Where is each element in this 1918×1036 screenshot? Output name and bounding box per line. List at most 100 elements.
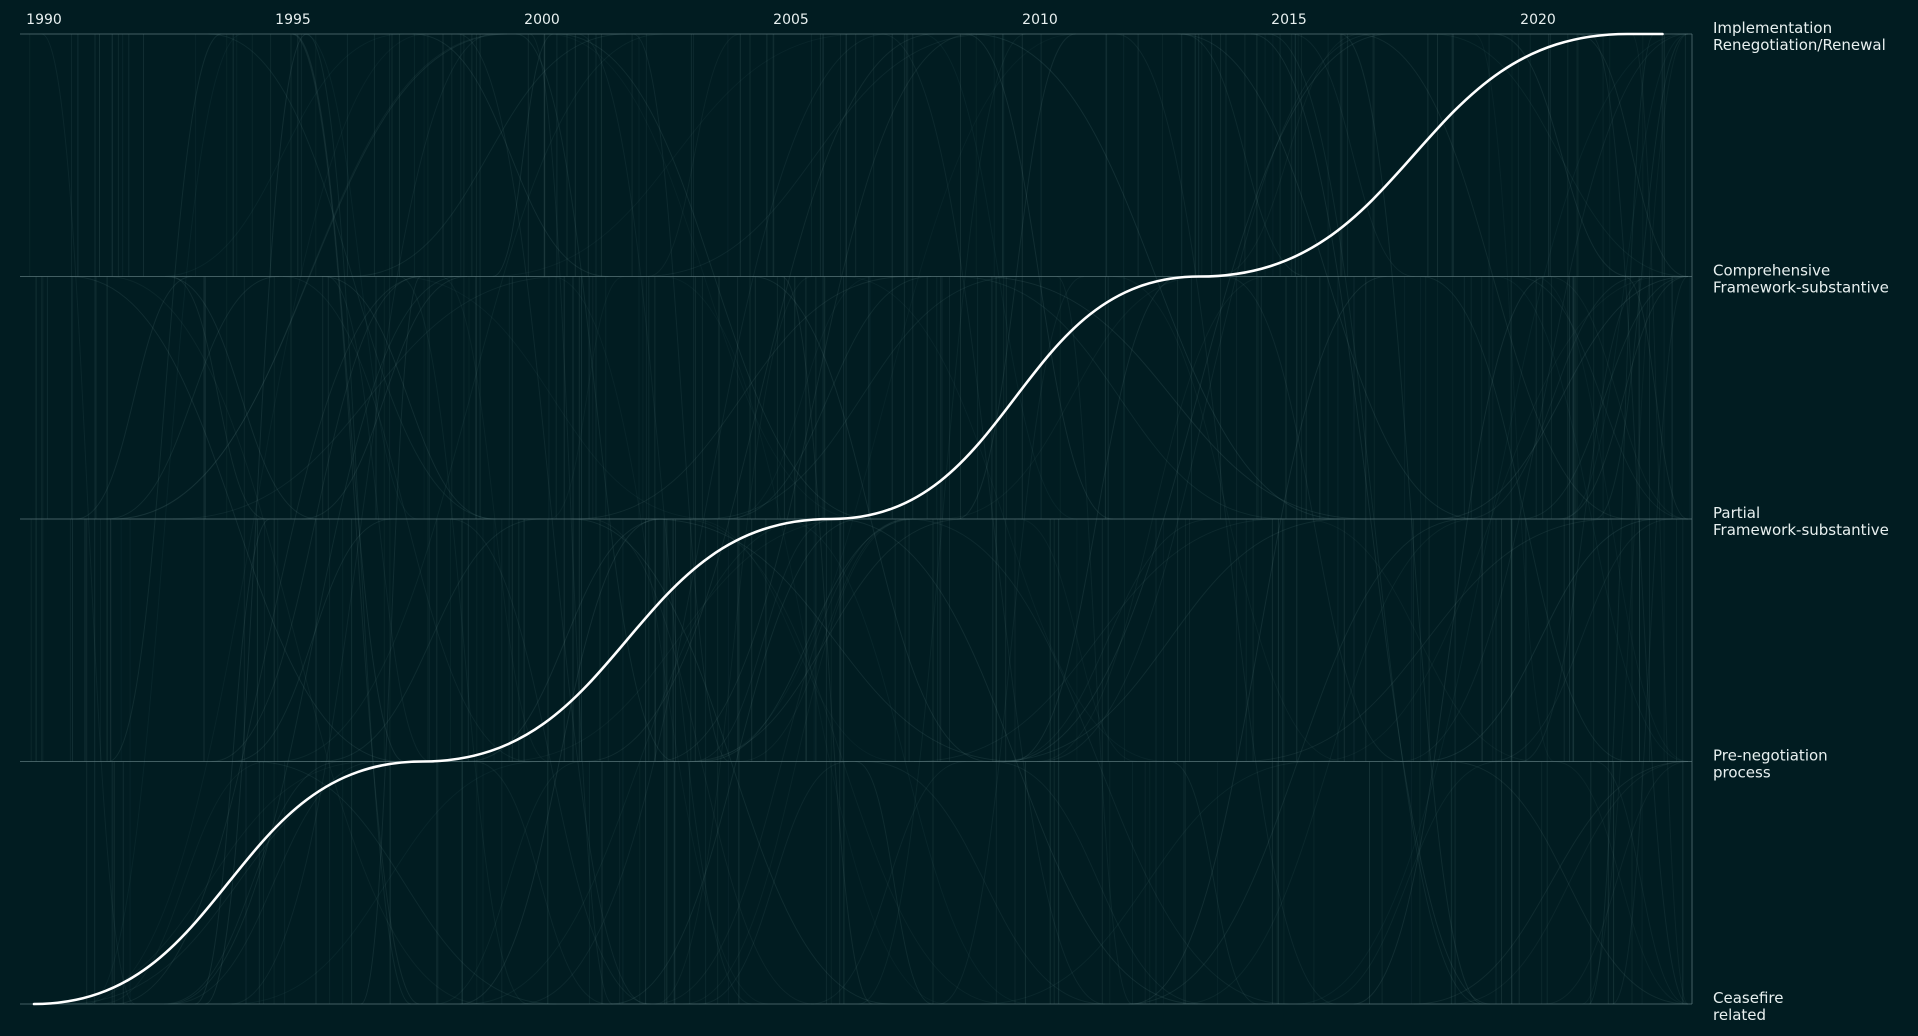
background-transition-curve: [1434, 276, 1689, 520]
x-axis: 1990 1995 2000 2005 2010 2015 2020: [26, 12, 1556, 28]
background-transition-curve: [169, 761, 379, 1005]
background-transition-curve: [434, 761, 582, 1005]
background-transition-curve: [655, 276, 813, 1005]
x-tick-label: 2000: [524, 12, 560, 28]
background-transition-curve: [738, 518, 909, 762]
background-transition-curve: [650, 518, 1019, 762]
background-transition-curve: [1017, 518, 1137, 762]
background-transition-curve: [954, 276, 1286, 520]
stage-label-line: Implementation: [1713, 19, 1832, 37]
background-transition-curve: [584, 33, 935, 762]
background-transition-curve: [913, 518, 1279, 762]
stage-gridlines: [20, 33, 1693, 1005]
background-transition-curve: [729, 276, 875, 520]
background-transition-curve: [633, 33, 730, 762]
stage-label-line: Framework-substantive: [1713, 521, 1889, 539]
background-transition-curve: [1353, 276, 1549, 1005]
background-transition-curve: [515, 33, 676, 762]
background-transition-curve: [1431, 33, 1689, 277]
background-transition-curve: [1624, 276, 1689, 520]
background-transition-curve: [1056, 276, 1133, 1005]
background-transition-curve: [647, 33, 741, 277]
background-transition-curve: [1489, 518, 1673, 762]
background-transition-curve: [173, 276, 565, 520]
background-transition-curve: [170, 276, 267, 520]
background-transition-curve: [501, 518, 854, 762]
stage-label: Partial Framework-substantive: [1713, 504, 1889, 539]
background-transition-curve: [301, 276, 468, 520]
background-transition-curve: [938, 276, 1204, 520]
x-tick-label: 2010: [1022, 12, 1058, 28]
x-tick-label: 1990: [26, 12, 62, 28]
stage-label-line: Partial: [1713, 504, 1760, 522]
background-transition-curve: [320, 518, 541, 762]
background-transition-curve: [1291, 33, 1415, 277]
background-transition-curve: [1399, 33, 1689, 762]
background-transition-curve: [398, 276, 529, 1005]
stage-label-line: related: [1713, 1006, 1766, 1024]
background-transition-curve: [1239, 518, 1614, 762]
background-transition-curve: [992, 761, 1206, 1005]
background-transition-curve: [1003, 33, 1391, 762]
background-transition-curve: [1448, 761, 1689, 1005]
x-tick-label: 2020: [1520, 12, 1556, 28]
background-transition-curve: [1131, 276, 1387, 1005]
stage-label-line: Pre-negotiation: [1713, 747, 1828, 765]
background-transition-curve: [321, 276, 494, 520]
background-transition-curve: [686, 518, 966, 762]
background-transition-curve: [1181, 33, 1308, 277]
background-transition-curve: [1554, 761, 1689, 1005]
background-transition-curve: [1413, 761, 1689, 1005]
background-transition-curve: [1421, 518, 1659, 762]
stage-label: Comprehensive Framework-substantive: [1713, 262, 1889, 297]
background-transition-curve: [466, 518, 665, 762]
background-transition-curve: [1576, 33, 1689, 277]
background-transition-curve: [855, 761, 933, 1005]
background-transition-curve: [1544, 761, 1689, 1005]
background-transition-curve: [160, 33, 405, 277]
background-transition-curve: [251, 761, 557, 1005]
background-transition-curve: [163, 761, 342, 1005]
background-transition-curve: [1300, 518, 1539, 762]
background-transition-curve: [292, 33, 405, 762]
background-transition-curve: [640, 33, 991, 277]
background-transition-curve: [977, 276, 1368, 520]
background-transition-curve: [276, 33, 663, 762]
background-transition-curve: [994, 518, 1344, 762]
background-transition-curve: [473, 761, 609, 1005]
background-transition-curve: [108, 33, 222, 762]
x-tick-label: 1995: [275, 12, 311, 28]
x-tick-label: 2005: [773, 12, 809, 28]
background-transition-curve: [1514, 276, 1689, 520]
background-transition-curve: [1493, 33, 1630, 277]
stage-label-line: process: [1713, 764, 1771, 782]
background-transition-curve: [1612, 276, 1689, 1005]
background-transition-curve: [113, 276, 424, 1005]
background-transition-curve: [656, 33, 973, 762]
stage-label: Ceasefire related: [1713, 989, 1783, 1024]
background-transition-curve: [1450, 761, 1689, 1005]
background-transition-curve: [167, 276, 459, 1005]
background-agreement-lines: [29, 33, 1691, 1005]
stage-label-line: Framework-substantive: [1713, 279, 1889, 297]
background-transition-curve: [981, 761, 1314, 1005]
background-transition-curve: [724, 276, 932, 520]
stage-label-line: Comprehensive: [1713, 262, 1830, 280]
background-transition-curve: [1465, 276, 1642, 520]
background-transition-curve: [551, 276, 769, 1005]
stage-label-line: Renegotiation/Renewal: [1713, 36, 1886, 54]
background-transition-curve: [689, 518, 899, 762]
background-transition-curve: [488, 33, 862, 277]
background-transition-curve: [692, 518, 835, 762]
stage-labels: Ceasefire related Pre-negotiation process Pa…: [1713, 19, 1889, 1024]
stage-label: Implementation Renegotiation/Renewal: [1713, 19, 1886, 54]
background-transition-curve: [231, 761, 542, 1005]
background-transition-curve: [1558, 276, 1689, 520]
background-transition-curve: [106, 276, 485, 1005]
background-transition-curve: [662, 276, 948, 1005]
x-tick-label: 2015: [1271, 12, 1307, 28]
background-transition-curve: [864, 761, 1106, 1005]
highlighted-agreement-line: [32, 32, 1664, 1006]
background-transition-curve: [1039, 33, 1376, 762]
